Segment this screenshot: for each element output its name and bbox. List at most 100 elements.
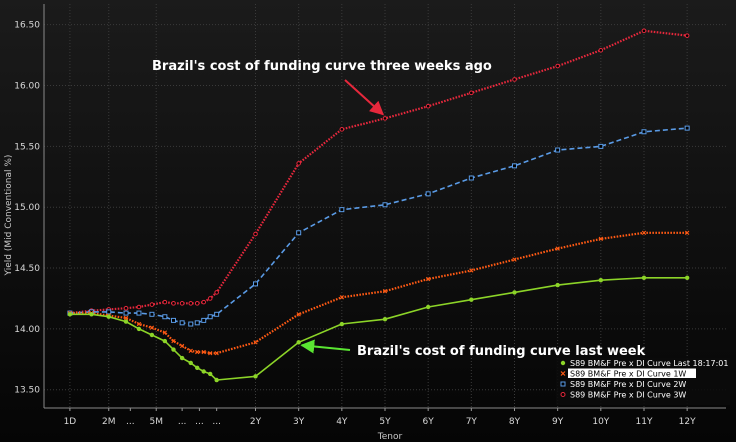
legend-marker — [560, 371, 566, 376]
data-point — [468, 175, 474, 181]
data-point — [179, 343, 185, 349]
data-point — [641, 230, 647, 235]
data-point — [194, 301, 200, 306]
data-point — [598, 278, 604, 283]
data-point — [339, 207, 345, 213]
data-point — [179, 355, 185, 361]
annotation-three-weeks-ago: Brazil's cost of funding curve three wee… — [152, 59, 492, 74]
data-point — [201, 299, 207, 305]
data-point — [555, 63, 560, 69]
data-point — [149, 311, 155, 317]
data-point — [382, 288, 388, 294]
data-point — [555, 246, 560, 251]
data-point — [162, 299, 168, 305]
data-point — [207, 371, 213, 377]
data-point — [171, 338, 176, 344]
x-tick-label: 4Y — [336, 417, 348, 427]
data-point — [253, 374, 258, 379]
annotations: Brazil's cost of funding curve three wee… — [152, 59, 646, 359]
data-point — [123, 305, 129, 311]
legend-box — [556, 358, 730, 405]
data-point — [123, 310, 129, 316]
data-point — [188, 301, 194, 306]
data-point — [106, 309, 112, 315]
data-point — [512, 257, 517, 262]
legend-highlight — [568, 368, 696, 378]
data-point — [469, 297, 474, 302]
y-tick-label: 16.00 — [14, 82, 40, 92]
data-point — [684, 33, 690, 38]
data-point — [207, 351, 213, 356]
data-point — [162, 338, 168, 344]
data-point — [195, 365, 200, 371]
data-point — [641, 129, 647, 135]
data-point — [170, 317, 176, 323]
y-tick-label: 13.50 — [14, 386, 40, 396]
data-point — [123, 319, 129, 324]
data-point — [296, 161, 301, 166]
data-point — [179, 301, 185, 306]
data-point — [469, 90, 474, 96]
data-point — [195, 349, 200, 355]
series-group — [67, 28, 690, 383]
data-point — [149, 325, 155, 330]
annotation-arrow-red — [344, 79, 385, 116]
x-tick-label: 11Y — [636, 417, 653, 427]
x-tick-label: 3Y — [293, 417, 305, 427]
x-tick-label: ... — [195, 417, 204, 427]
x-tick-label: ... — [212, 417, 221, 427]
data-point — [641, 28, 647, 34]
data-point — [136, 310, 142, 316]
data-point — [162, 314, 168, 320]
legend-marker — [560, 381, 566, 387]
x-tick-label: ... — [126, 417, 135, 427]
x-tick-label: 7Y — [466, 417, 478, 427]
data-point — [188, 321, 194, 327]
x-tick-label: 2Y — [250, 417, 262, 427]
data-point — [296, 312, 301, 317]
data-point — [425, 191, 431, 197]
data-point — [214, 311, 220, 317]
data-point — [641, 275, 647, 280]
data-point — [684, 125, 690, 131]
data-point — [382, 316, 388, 322]
x-tick-label: 2M — [102, 417, 116, 427]
data-point — [555, 282, 560, 288]
data-point — [253, 231, 258, 237]
y-axis-title: Yield (Mid Conventional %) — [4, 155, 14, 277]
data-point — [555, 147, 561, 153]
legend-marker — [560, 360, 566, 366]
legend-entry: S89 BM&F Pre x DI Curve Last 18:17:01 — [570, 359, 728, 368]
x-tick-label: 5M — [149, 417, 163, 427]
data-point — [162, 330, 168, 335]
axes: 13.50 14.00 14.50 15.00 15.50 16.00 16.50 1D 2M.… — [14, 4, 726, 427]
data-point — [684, 230, 690, 235]
data-point — [339, 295, 345, 300]
data-point — [201, 369, 206, 374]
x-tick-label: 12Y — [679, 417, 696, 427]
data-point — [296, 230, 302, 236]
x-tick-label: 6Y — [423, 417, 435, 427]
data-point — [188, 360, 193, 366]
data-point — [253, 281, 259, 287]
data-point — [194, 320, 200, 326]
y-tick-label: 14.50 — [14, 264, 40, 274]
data-point — [207, 314, 213, 320]
data-point — [149, 302, 155, 307]
data-point — [469, 268, 474, 273]
data-point — [201, 349, 206, 355]
legend-entry: S89 BM&F Pre x DI Curve 1W — [570, 370, 686, 379]
data-point — [188, 348, 193, 353]
x-tick-label: 5Y — [379, 417, 391, 427]
data-point — [214, 377, 219, 383]
data-point — [136, 321, 142, 327]
data-point — [171, 347, 176, 352]
data-point — [67, 312, 73, 317]
data-point — [425, 304, 431, 310]
x-tick-label: 8Y — [509, 417, 521, 427]
annotation-arrow-green — [300, 339, 351, 354]
data-point — [511, 163, 517, 169]
data-point — [598, 47, 604, 53]
data-point — [598, 236, 604, 242]
